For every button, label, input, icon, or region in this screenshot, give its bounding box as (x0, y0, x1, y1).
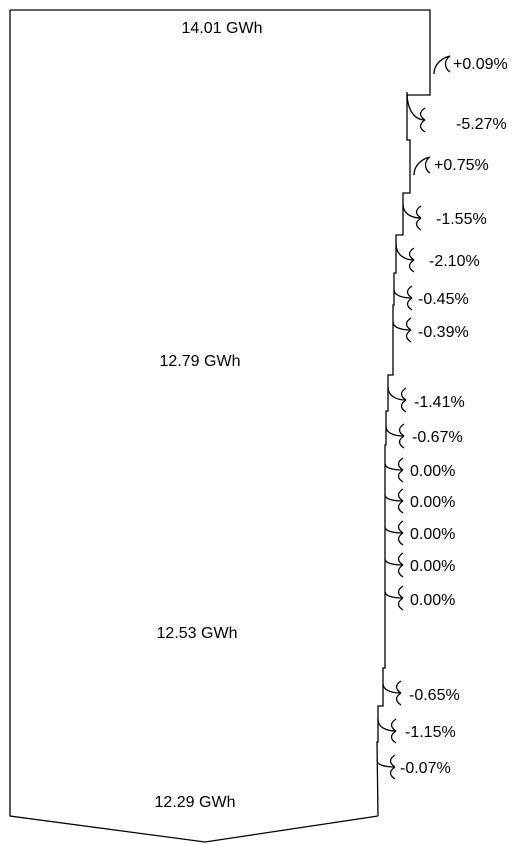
change-label-1: +0.09% (453, 56, 508, 73)
change-label-8: -1.41% (414, 394, 465, 411)
change-label-10: 0.00% (410, 463, 455, 480)
change-arrow-5 (395, 243, 415, 273)
change-label-9: -0.67% (412, 429, 463, 446)
change-label-14: 0.00% (410, 592, 455, 609)
change-arrow-12 (384, 520, 404, 546)
flow-outline-left (9, 10, 379, 843)
change-label-7: -0.39% (418, 324, 469, 341)
change-label-11: 0.00% (410, 494, 455, 511)
change-arrow-11 (384, 488, 404, 514)
change-label-13: 0.00% (410, 558, 455, 575)
level-label-4: 12.29 GWh (155, 794, 236, 811)
change-arrow-14 (384, 585, 404, 611)
change-arrow-1 (433, 55, 451, 75)
flow-outline (10, 9, 431, 70)
change-label-12: 0.00% (410, 526, 455, 543)
change-arrow-7 (392, 317, 412, 343)
level-label-1: 14.01 GWh (182, 20, 263, 37)
level-label-3: 12.53 GWh (157, 625, 238, 642)
change-arrow-10 (384, 457, 404, 483)
change-label-17: -0.07% (400, 760, 451, 777)
change-arrow-15 (382, 680, 402, 706)
change-arrow-2 (406, 91, 426, 133)
change-label-3: +0.75% (434, 157, 489, 174)
level-label-2: 12.79 GWh (160, 353, 241, 370)
change-arrow-4 (402, 204, 422, 231)
change-label-5: -2.10% (429, 253, 480, 270)
change-arrow-16 (377, 718, 397, 744)
change-arrow-9 (385, 423, 405, 449)
change-arrow-13 (384, 552, 404, 578)
change-label-4: -1.55% (436, 211, 487, 228)
flow-spine (376, 70, 431, 817)
change-label-6: -0.45% (418, 291, 469, 308)
change-arrow-3 (413, 156, 431, 176)
change-label-16: -1.15% (405, 724, 456, 741)
change-label-2: -5.27% (456, 116, 507, 133)
change-label-15: -0.65% (409, 687, 460, 704)
change-arrow-8 (387, 386, 407, 413)
change-arrow-17 (376, 754, 396, 780)
change-arrow-6 (393, 285, 413, 311)
